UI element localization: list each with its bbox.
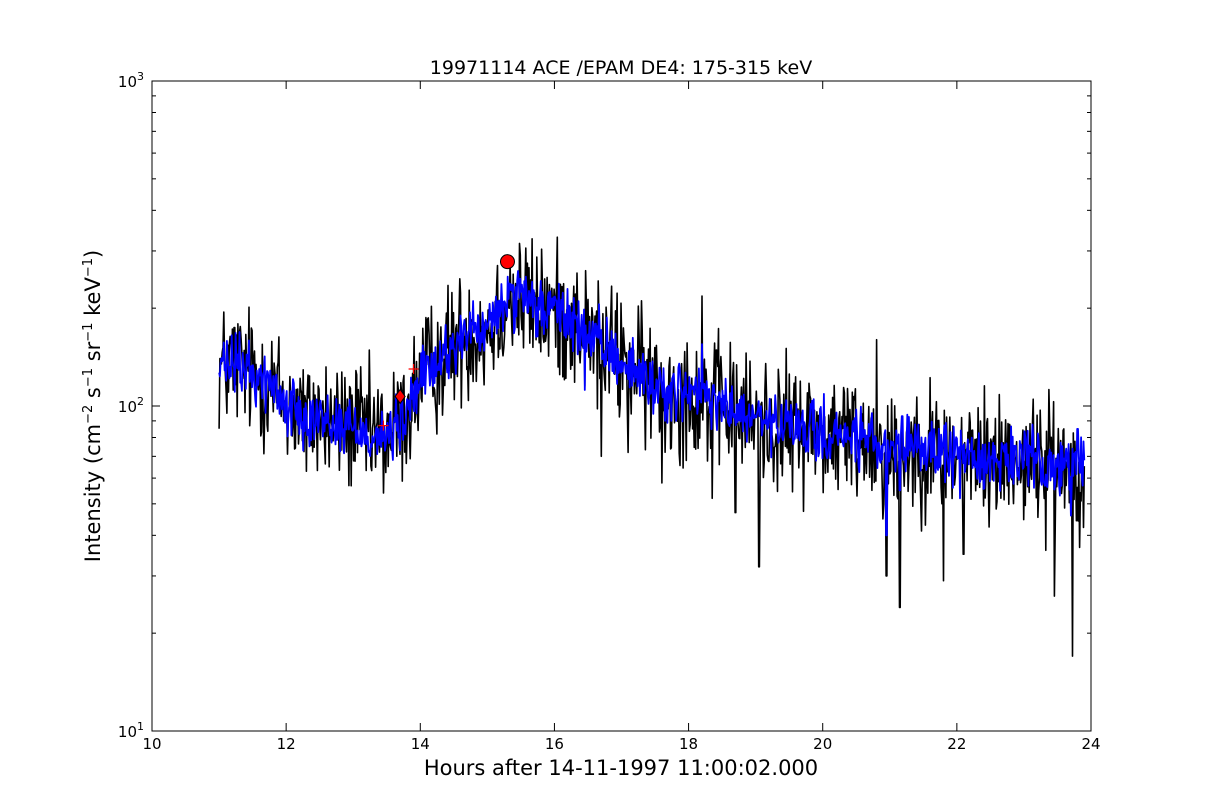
x-tick-label-5: 20 — [813, 735, 832, 753]
x-tick-label-6: 22 — [947, 735, 966, 753]
plot-frame — [151, 80, 1092, 732]
y-tick-label-0: 101 — [118, 720, 144, 741]
y-tick-label-base-0: 10 — [118, 723, 137, 741]
x-tick-label-3: 16 — [545, 735, 564, 753]
marker-plus-2 — [408, 363, 419, 374]
y-tick-label-exp-0: 1 — [137, 720, 144, 733]
y-label-suffix: ) — [81, 250, 105, 258]
marker-layer — [378, 254, 515, 431]
x-tick-label-0: 10 — [142, 735, 161, 753]
marker-diamond-1 — [394, 388, 406, 405]
y-tick-label-exp-2: 3 — [137, 70, 144, 83]
y-label-mid-2: sr — [81, 341, 105, 368]
marker-plus-3 — [378, 420, 389, 431]
y-tick-label-2: 103 — [118, 70, 144, 91]
y-tick-label-base-1: 10 — [118, 398, 137, 416]
y-label-exp-3: −1 — [81, 323, 96, 342]
series-line-smoothed — [218, 270, 1086, 537]
y-tick-label-exp-1: 2 — [137, 395, 144, 408]
y-tick-label-1: 102 — [118, 395, 144, 416]
y-label-exp-1: −2 — [81, 405, 96, 424]
y-label-exp-2: −1 — [81, 368, 96, 387]
x-tick-labels: 10 12 14 16 18 20 22 24 — [142, 735, 1100, 753]
marker-circle-0 — [499, 254, 515, 270]
y-axis-label: Intensity (cm−2 s−1 sr−1 keV−1) — [81, 250, 105, 562]
series-layer — [218, 236, 1086, 657]
x-tick-label-7: 24 — [1081, 735, 1100, 753]
y-tick-label-base-2: 10 — [118, 73, 137, 91]
y-label-prefix: Intensity (cm — [81, 424, 105, 562]
chart-title: 19971114 ACE /EPAM DE4: 175-315 keV — [430, 57, 812, 79]
x-tick-label-4: 18 — [679, 735, 698, 753]
y-label-exp-4: −1 — [81, 258, 96, 277]
x-tick-label-2: 14 — [411, 735, 430, 753]
x-tick-label-1: 12 — [277, 735, 296, 753]
y-label-mid-3: keV — [81, 277, 105, 323]
x-axis-label: Hours after 14-11-1997 11:00:02.000 — [424, 756, 818, 780]
y-label-mid-1: s — [81, 387, 105, 405]
